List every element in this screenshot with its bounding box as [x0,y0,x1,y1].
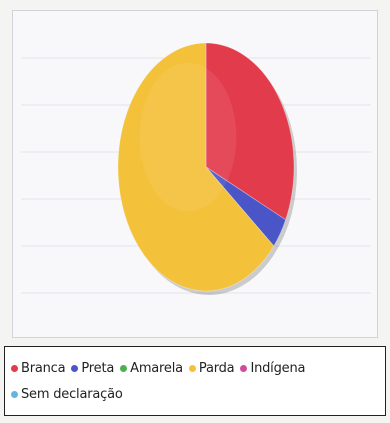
legend-swatch-sem-declaracao [11,390,18,398]
legend-item-amarela: Amarela [120,361,183,376]
pie-highlight [139,62,237,212]
legend-row-1: Branca Preta Amarela Parda Indígena [11,355,379,381]
pie-slice-branca [205,42,295,221]
legend-label-indigena: Indígena [250,360,306,376]
pie-slice-parda [117,42,275,292]
legend-item-preta: Preta [71,361,114,376]
pie-slice-preta [205,166,287,247]
legend-swatch-parda [188,364,196,372]
chart-panel [12,10,378,338]
legend-item-indigena: Indígena [240,361,305,376]
legend-item-parda: Parda [188,360,235,376]
legend-swatch-indigena [240,364,248,372]
legend: Branca Preta Amarela Parda Indígena [4,346,386,416]
legend-label-parda: Parda [198,360,235,376]
legend-swatch-preta [71,364,79,372]
pie-slices [117,42,297,295]
legend-swatch-branca [11,364,18,372]
legend-item-sem-declaracao: Sem declaração [11,387,123,402]
legend-swatch-amarela [120,364,128,372]
legend-label-preta: Preta [81,360,115,376]
legend-label-amarela: Amarela [130,360,183,376]
legend-row-2: Sem declaração [11,381,379,407]
pie-chart [21,42,371,295]
legend-label-sem-declaracao: Sem declaração [21,386,123,402]
legend-item-branca: Branca [11,360,66,376]
legend-label-branca: Branca [21,360,66,376]
